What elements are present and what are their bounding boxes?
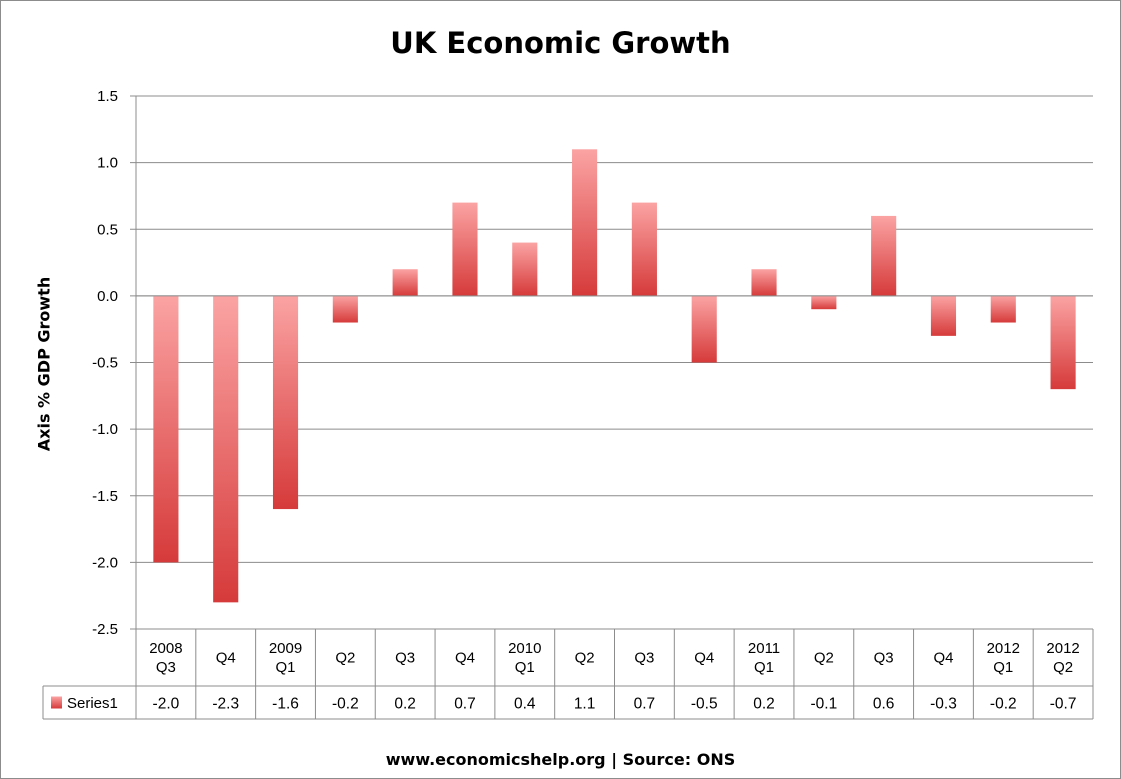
x-tick-label: Q1 (993, 659, 1013, 676)
x-tick-label: Q2 (335, 650, 355, 667)
bar (452, 202, 478, 296)
data-table-value: -0.5 (691, 696, 718, 713)
bar (990, 295, 1016, 323)
data-table-value: -0.2 (332, 696, 359, 713)
data-table-value: 0.2 (394, 696, 416, 713)
x-tick-label: Q1 (754, 659, 774, 676)
data-table-value: -2.3 (212, 696, 239, 713)
x-tick-label: Q3 (156, 659, 176, 676)
x-tick-label: 2012 (987, 640, 1020, 657)
bar (153, 295, 179, 563)
bar (213, 295, 239, 603)
x-tick-label: Q2 (575, 650, 595, 667)
footer-source: www.economicshelp.org | Source: ONS (385, 750, 736, 769)
bar (631, 202, 657, 296)
bar (392, 269, 418, 296)
data-table-value: 0.6 (873, 696, 895, 713)
x-tick-label: Q2 (814, 650, 834, 667)
y-tick-label: -1.5 (92, 488, 118, 505)
chart-title: UK Economic Growth (390, 26, 731, 60)
data-table-value: -2.0 (153, 696, 180, 713)
bar (332, 295, 358, 323)
x-tick-label: Q4 (694, 650, 714, 667)
bar (512, 242, 538, 296)
data-table-value: -0.7 (1050, 696, 1077, 713)
x-tick-label: Q3 (634, 650, 654, 667)
bar (930, 295, 957, 336)
y-tick-label: 0.5 (97, 221, 118, 238)
legend-series-label: Series1 (67, 695, 118, 712)
data-table-value: -0.2 (990, 696, 1017, 713)
data-table-value: 0.2 (753, 696, 775, 713)
x-tick-label: Q1 (515, 659, 535, 676)
y-tick-label: -2.0 (92, 554, 118, 571)
x-tick-label: 2010 (508, 640, 541, 657)
data-table-value: -0.3 (930, 696, 957, 713)
data-table-value: 0.7 (634, 696, 656, 713)
legend-swatch (51, 696, 62, 709)
y-tick-label: -2.5 (92, 621, 118, 638)
x-tick-label: 2008 (149, 640, 182, 657)
x-tick-label: Q3 (395, 650, 415, 667)
bar (811, 295, 837, 310)
data-table-value: -1.6 (272, 696, 299, 713)
x-tick-label: Q4 (216, 650, 236, 667)
x-tick-label: Q3 (874, 650, 894, 667)
y-tick-label: 1.5 (97, 88, 118, 105)
data-table-value: 0.7 (454, 696, 476, 713)
x-tick-label: 2009 (269, 640, 302, 657)
x-tick-label: Q4 (933, 650, 953, 667)
y-tick-label: -0.5 (92, 355, 118, 372)
x-tick-label: Q4 (455, 650, 475, 667)
bar (691, 295, 717, 363)
x-tick-label: 2012 (1046, 640, 1079, 657)
x-tick-label: Q2 (1053, 659, 1073, 676)
bar (1050, 295, 1076, 390)
y-tick-label: -1.0 (92, 421, 118, 438)
data-table-value: 0.4 (514, 696, 536, 713)
bar (751, 269, 777, 296)
x-tick-label: Q1 (276, 659, 296, 676)
data-table-value: 1.1 (574, 696, 596, 713)
y-tick-label: 0.0 (97, 288, 118, 305)
bar (272, 295, 299, 510)
data-table-value: -0.1 (810, 696, 837, 713)
x-tick-label: 2011 (748, 640, 780, 657)
y-tick-label: 1.0 (97, 155, 118, 172)
bar (871, 215, 897, 296)
bar (572, 149, 598, 296)
